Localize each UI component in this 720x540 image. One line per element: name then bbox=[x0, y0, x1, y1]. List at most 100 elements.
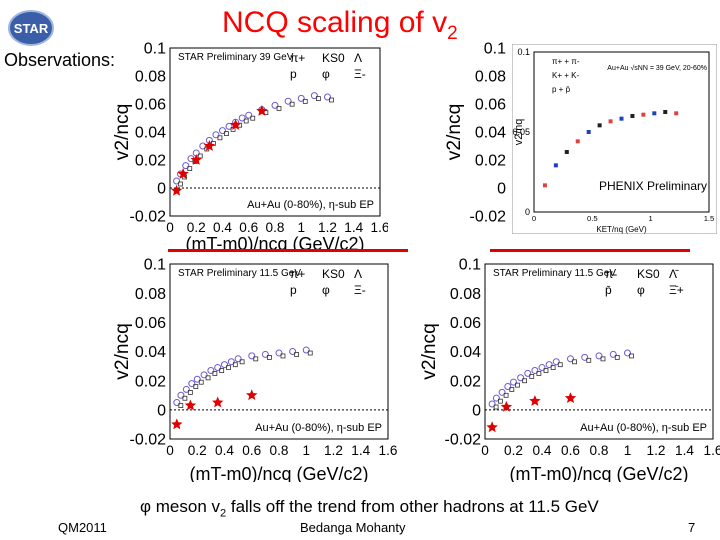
hadron-marker bbox=[238, 114, 246, 122]
chart-annotation: Au+Au √sNN = 39 GeV, 20-60% bbox=[607, 64, 707, 72]
y-tick-label: 0.08 bbox=[450, 286, 481, 303]
chart-bottom-left: 0.1 0.08 0.06 0.04 0.02 0 -0.02 0 0.2 0.4 0.6 0.8 1 1… bbox=[108, 252, 408, 482]
inset-marker bbox=[674, 111, 679, 116]
y-tick-label: 0 bbox=[157, 402, 166, 419]
legend-entry: p̄ bbox=[605, 283, 612, 297]
title-sub: 2 bbox=[447, 23, 458, 44]
hadron-marker bbox=[624, 349, 631, 357]
title-text: NCQ scaling of v bbox=[222, 6, 448, 39]
caption-sub: 2 bbox=[220, 507, 227, 520]
legend-entry: K+ + K- bbox=[552, 71, 579, 80]
legend-entry: KS0 bbox=[637, 267, 660, 281]
hadron-marker bbox=[557, 362, 563, 368]
y-tick-label: -0.02 bbox=[130, 209, 167, 226]
red-divider-left bbox=[168, 249, 408, 252]
hadron-marker bbox=[297, 94, 305, 102]
x-tick-label: 0.4 bbox=[213, 220, 232, 235]
y-axis-label: v2/nq bbox=[513, 119, 525, 145]
legend-entry: Ξ- bbox=[354, 283, 366, 297]
hadron-marker bbox=[302, 99, 308, 104]
hadron-marker bbox=[488, 400, 496, 408]
hadron-marker bbox=[498, 398, 503, 404]
hadron-marker bbox=[531, 366, 539, 374]
legend-entry: Ξ- bbox=[354, 67, 366, 81]
hadron-marker bbox=[225, 122, 233, 130]
inset-marker bbox=[542, 183, 547, 188]
y-tick-label: 0.06 bbox=[475, 97, 506, 114]
hadron-marker bbox=[245, 111, 253, 119]
chart-svg-bottom-right: 0.10.080.060.040.020-0.020 0.2 0.4 0.6 0.8 1 1… bbox=[419, 257, 720, 482]
hadron-marker bbox=[302, 346, 310, 354]
hadron-marker bbox=[207, 366, 215, 374]
hadron-marker bbox=[600, 356, 606, 362]
hadron-marker bbox=[173, 177, 181, 185]
hadron-marker bbox=[567, 355, 574, 363]
hadron-marker bbox=[219, 368, 225, 373]
hadron-marker bbox=[234, 355, 242, 363]
legend-entry: Λ bbox=[354, 51, 362, 65]
chart-bottom-right: 0.1 0.08 0.06 0.04 0.02 0 -0.02 0 0.2 0.4 0.6 0.8 1 1… bbox=[415, 252, 720, 482]
phi-marker bbox=[564, 392, 577, 403]
hadron-marker bbox=[239, 359, 245, 365]
y-tick-label: -0.02 bbox=[445, 432, 482, 449]
hadron-marker bbox=[510, 378, 517, 386]
y-tick-label: 0.1 bbox=[459, 257, 481, 274]
hadron-marker bbox=[284, 97, 292, 105]
hadron-marker bbox=[193, 375, 201, 383]
hadron-marker bbox=[493, 404, 499, 410]
x-tick-label: 1.2 bbox=[647, 443, 666, 458]
legend-entry: p bbox=[290, 67, 297, 81]
phi-marker bbox=[246, 389, 258, 401]
chart-annotation: Au+Au (0-80%), η-sub EP bbox=[255, 422, 382, 434]
inset-frame bbox=[512, 44, 717, 234]
slide-caption: φ meson v2 falls off the trend from othe… bbox=[140, 497, 599, 519]
y-axis-label: v2/ncq bbox=[419, 323, 440, 380]
y-tick-label: 0.06 bbox=[135, 315, 166, 332]
x-axis-label: KET/nq (GeV) bbox=[596, 225, 647, 234]
chart-title: STAR Preliminary 11.5 GeV bbox=[493, 268, 616, 279]
hadron-marker bbox=[187, 390, 193, 395]
x-tick-label: 1.6 bbox=[379, 443, 398, 458]
x-tick-label: 0 bbox=[166, 220, 174, 235]
hadron-marker bbox=[227, 358, 235, 366]
chart-phenix-inset: 0.1 0.05 0 0 0.5 1 1.5 v2/nq KET/nq (GeV) PHENIX … bbox=[512, 44, 717, 234]
x-tick-label: 1.2 bbox=[324, 443, 343, 458]
hadron-marker bbox=[266, 355, 272, 360]
hadron-marker bbox=[205, 375, 211, 381]
hadron-marker bbox=[614, 355, 620, 360]
chart-svg-inset: 0.1 0.05 00 0.5 1 1.5 v2/nq KET/nq (GeV) PHENIX … bbox=[512, 44, 717, 234]
hadron-marker bbox=[214, 364, 222, 372]
hadron-marker bbox=[536, 371, 542, 376]
phi-marker bbox=[184, 399, 197, 411]
hadron-marker bbox=[187, 166, 193, 171]
hadron-marker bbox=[280, 353, 286, 359]
chart-top-left: 0.1 0.08 0.06 0.04 0.02 0 -0.02 0 0.2 0.4 0.6 0.8 1 1… bbox=[108, 42, 388, 252]
hadron-marker bbox=[503, 392, 509, 398]
hadron-marker bbox=[315, 96, 321, 101]
y-tick-label: 0.04 bbox=[135, 344, 166, 361]
hadron-marker bbox=[329, 97, 334, 103]
x-tick-label: 0.8 bbox=[266, 220, 285, 235]
phi-marker bbox=[229, 119, 242, 130]
inset-marker bbox=[619, 116, 624, 121]
x-tick-label: 0 bbox=[532, 214, 536, 223]
legend-entry: KS0 bbox=[322, 51, 345, 65]
star-logo: STAR bbox=[6, 8, 56, 48]
x-axis-label: (mT-m0)/ncq (GeV/c2) bbox=[509, 464, 688, 482]
y-tick-label: 0.02 bbox=[450, 373, 481, 390]
y-axis-label: v2/ncq bbox=[444, 104, 465, 161]
inset-marker bbox=[652, 111, 657, 116]
hadron-marker bbox=[595, 352, 603, 360]
phi-marker bbox=[177, 168, 189, 179]
y-tick-label: 0.1 bbox=[517, 47, 530, 57]
hadron-marker bbox=[271, 101, 279, 109]
logo-text: STAR bbox=[14, 21, 49, 36]
legend-entry: Ξ̄+ bbox=[669, 283, 684, 297]
legend-entry: φ bbox=[322, 283, 330, 297]
y-tick-label: 0.02 bbox=[475, 153, 506, 170]
hadron-marker bbox=[545, 361, 553, 369]
y-tick-label: 0.02 bbox=[135, 373, 166, 390]
chart-title: STAR Preliminary 11.5 GeV bbox=[178, 268, 301, 279]
hadron-marker bbox=[224, 131, 229, 136]
hadron-marker bbox=[294, 352, 300, 357]
